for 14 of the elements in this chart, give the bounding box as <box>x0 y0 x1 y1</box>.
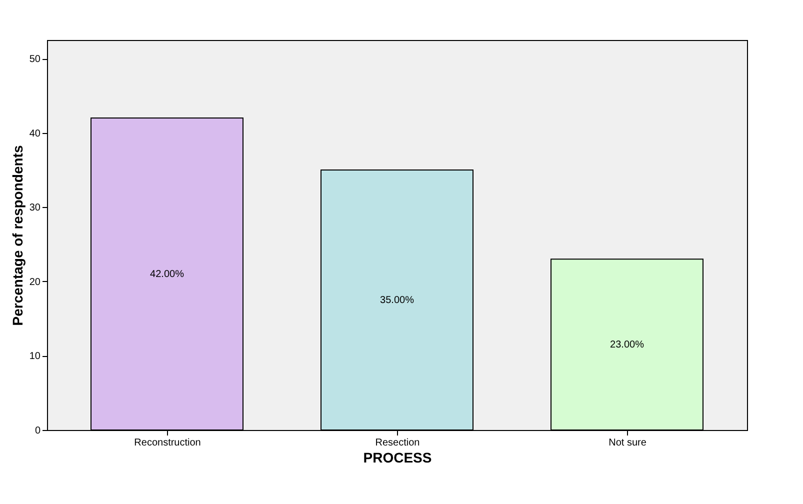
x-axis-title: PROCESS <box>363 450 432 466</box>
y-tick-label: 50 <box>29 54 41 66</box>
data-label: 35.00% <box>380 295 414 306</box>
y-tick-label: 0 <box>34 426 41 436</box>
y-tick-label: 30 <box>29 202 41 214</box>
x-tick-label: Not sure <box>608 438 647 448</box>
y-tick-label: 10 <box>29 351 41 362</box>
data-label: 42.00% <box>150 269 184 280</box>
y-axis-title: Percentage of respondents <box>9 145 26 326</box>
y-tick-label: 40 <box>29 128 41 140</box>
y-tick-label: 20 <box>29 276 41 288</box>
x-tick-label: Resection <box>375 438 420 448</box>
x-tick-label: Reconstruction <box>134 438 201 448</box>
data-label: 23.00% <box>610 340 644 351</box>
